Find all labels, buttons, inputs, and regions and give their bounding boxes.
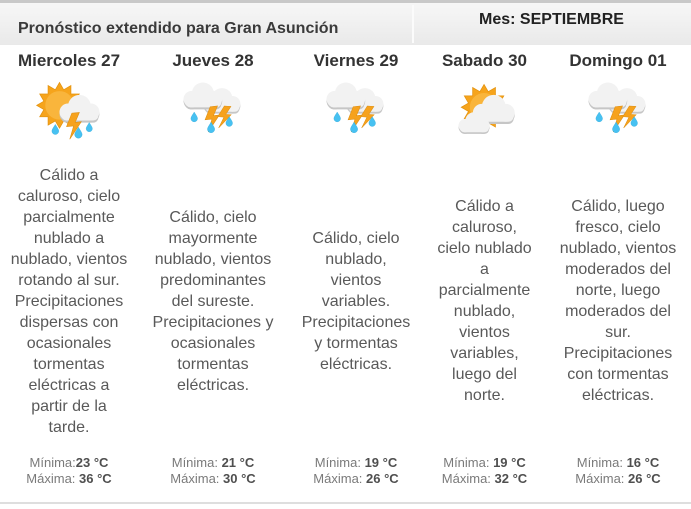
description-box: Cálido, cielo nublado, vientos variables… (288, 147, 424, 455)
min-temp-label: Mínima: (576, 455, 627, 470)
min-temp-label: Mínima: (29, 455, 76, 470)
temperature-block: Mínima: 21 °C Máxima: 30 °C (170, 455, 255, 493)
header-separator (412, 5, 414, 43)
weather-icon-box (31, 77, 107, 147)
max-temp-line: Máxima: 32 °C (442, 471, 527, 487)
max-temp-label: Máxima: (441, 471, 495, 486)
max-temp-label: Máxima: (26, 471, 80, 486)
sun-storm-icon (36, 82, 100, 140)
day-header: Domingo 01 (569, 51, 667, 70)
top-divider (0, 0, 691, 3)
description-box: Cálido, cielo mayormente nublado, viento… (138, 147, 288, 455)
max-temp-value: 32 °C (494, 471, 528, 486)
max-temp-value: 26 °C (366, 471, 399, 486)
forecast-description: Cálido a caluroso, cielo nublado a parci… (437, 198, 532, 404)
max-temp-line: Máxima: 30 °C (170, 471, 255, 487)
day-header: Viernes 29 (313, 51, 399, 70)
forecast-day-column: Miercoles 27 (0, 45, 138, 493)
max-temp-value: 36 °C (79, 471, 112, 486)
forecast-day-column: Sabado 30 (424, 45, 545, 493)
forecast-description: Cálido, luego fresco, cielo nublado, vie… (559, 198, 677, 404)
max-temp-line: Máxima: 36 °C (26, 471, 111, 487)
min-temp-label: Mínima: (314, 455, 365, 470)
forecast-day-column: Viernes 29 (288, 45, 424, 493)
max-temp-label: Máxima: (575, 471, 629, 486)
min-temp-value: 16 °C (626, 455, 660, 470)
page-title: Pronóstico extendido para Gran Asunción (18, 20, 339, 37)
day-header: Sabado 30 (441, 51, 528, 70)
spacer (0, 493, 691, 502)
min-temp-line: Mínima:23 °C (30, 455, 109, 471)
sun-cloudy-icon (458, 84, 515, 134)
bottom-divider (0, 502, 691, 504)
weather-icon-box (321, 77, 391, 147)
header-month-cell: Mes: SEPTIEMBRE (412, 3, 691, 45)
day-header: Jueves 28 (172, 51, 254, 70)
month-label: Mes: SEPTIEMBRE (479, 11, 624, 28)
description-box: Cálido a caluroso, cielo parcialmente nu… (0, 147, 138, 455)
description-box: Cálido a caluroso, cielo nublado a parci… (424, 147, 545, 455)
max-temp-label: Máxima: (170, 471, 224, 486)
description-box: Cálido, luego fresco, cielo nublado, vie… (545, 147, 691, 455)
max-temp-line: Máxima: 26 °C (313, 471, 398, 487)
forecast-grid: Miercoles 27 (0, 45, 691, 493)
header-title-cell: Pronóstico extendido para Gran Asunción (0, 3, 412, 45)
min-temp-value: 21 °C (221, 455, 255, 470)
storm-icon (326, 82, 384, 133)
weather-icon-box (448, 77, 522, 147)
max-temp-label: Máxima: (313, 471, 367, 486)
min-temp-label: Mínima: (443, 455, 494, 470)
temperature-block: Mínima: 19 °C Máxima: 32 °C (442, 455, 527, 493)
min-temp-label: Mínima: (171, 455, 222, 470)
storm-icon (183, 82, 241, 133)
min-temp-line: Mínima: 19 °C (315, 455, 398, 471)
header: Pronóstico extendido para Gran Asunción … (0, 3, 691, 45)
forecast-day-column: Jueves 28 (138, 45, 288, 493)
storm-icon (588, 82, 646, 133)
temperature-block: Mínima: 16 °C Máxima: 26 °C (575, 455, 660, 493)
min-temp-value: 23 °C (75, 455, 109, 470)
temperature-block: Mínima:23 °C Máxima: 36 °C (26, 455, 111, 493)
temperature-block: Mínima: 19 °C Máxima: 26 °C (313, 455, 398, 493)
min-temp-line: Mínima: 21 °C (172, 455, 255, 471)
weather-icon-box (583, 77, 653, 147)
weather-icon-box (178, 77, 248, 147)
min-temp-value: 19 °C (364, 455, 398, 470)
forecast-description: Cálido, cielo mayormente nublado, viento… (152, 208, 274, 394)
max-temp-value: 26 °C (628, 471, 661, 486)
max-temp-line: Máxima: 26 °C (575, 471, 660, 487)
day-header: Miercoles 27 (17, 51, 121, 70)
max-temp-value: 30 °C (223, 471, 256, 486)
min-temp-line: Mínima: 16 °C (577, 455, 660, 471)
forecast-description: Cálido, cielo nublado, vientos variables… (301, 229, 411, 373)
forecast-day-column: Domingo 01 (545, 45, 691, 493)
min-temp-line: Mínima: 19 °C (443, 455, 526, 471)
forecast-description: Cálido a caluroso, cielo parcialmente nu… (10, 166, 128, 436)
min-temp-value: 19 °C (493, 455, 526, 470)
